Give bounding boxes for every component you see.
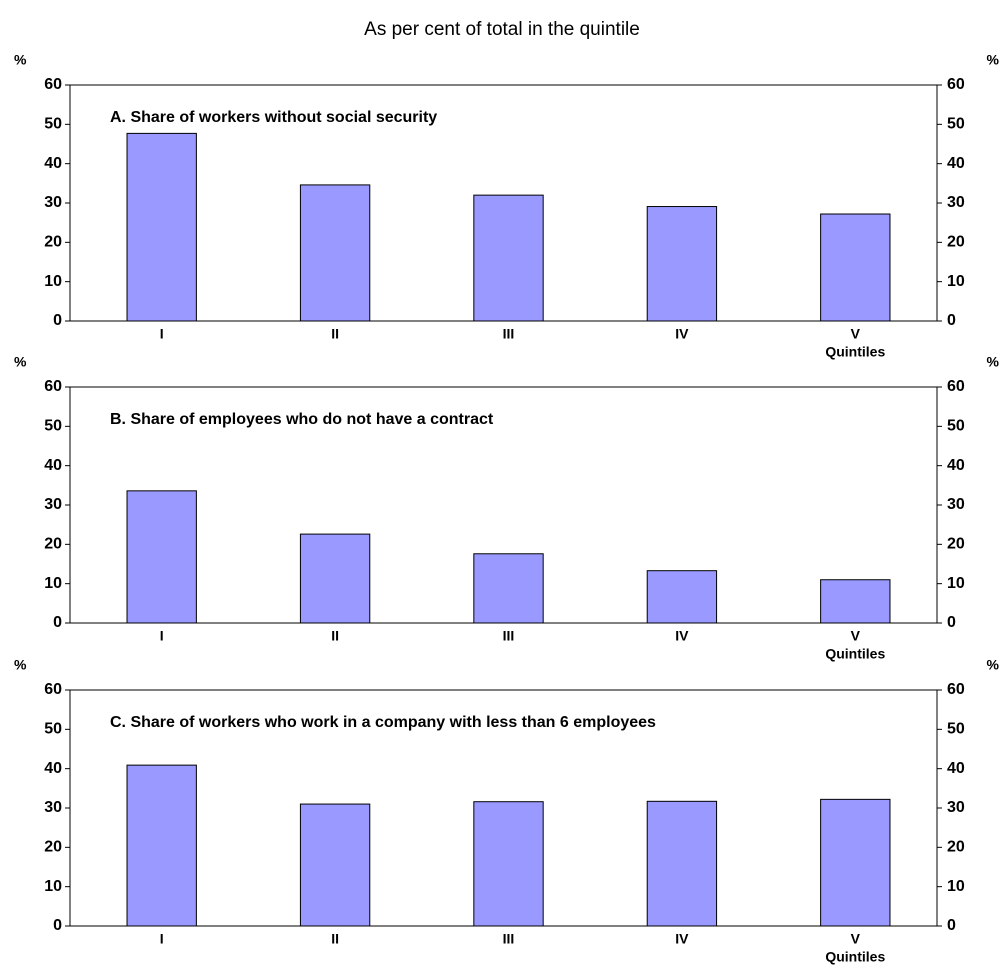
y2-tick-label: 30: [947, 496, 965, 513]
y-tick-label: 30: [44, 496, 62, 513]
y-tick-label: 50: [44, 116, 62, 133]
y-tick-label: 10: [44, 273, 62, 290]
y2-axis-unit: %: [987, 52, 1000, 68]
x-tick-label: IV: [675, 628, 689, 644]
x-tick-label: III: [503, 931, 515, 947]
x-tick-label: IV: [675, 326, 689, 342]
y-tick-label: 20: [44, 839, 62, 856]
y-tick-label: 40: [44, 457, 62, 474]
x-tick-label: II: [331, 326, 339, 342]
y2-tick-label: 0: [947, 614, 956, 631]
x-tick-label: IV: [675, 931, 689, 947]
bar: [299, 803, 371, 927]
y-axis-unit: %: [14, 354, 27, 370]
y-tick-label: 40: [44, 760, 62, 777]
y2-tick-label: 10: [947, 273, 965, 290]
y-tick-label: 30: [44, 799, 62, 816]
bar: [299, 184, 371, 322]
y2-tick-label: 10: [947, 878, 965, 895]
x-tick-label: III: [503, 628, 515, 644]
y-tick-label: 10: [44, 878, 62, 895]
bar: [473, 801, 544, 927]
y-tick-label: 20: [44, 536, 62, 553]
panel-title: A. Share of workers without social secur…: [110, 109, 437, 126]
y-tick-label: 0: [53, 614, 62, 631]
x-tick-label: V: [851, 628, 861, 644]
panel-title: B. Share of employees who do not have a …: [110, 411, 494, 428]
bar: [126, 764, 197, 927]
x-axis-label: Quintiles: [825, 949, 885, 965]
y2-tick-label: 40: [947, 760, 965, 777]
x-tick-label: II: [331, 931, 339, 947]
y2-tick-label: 60: [947, 378, 965, 395]
y2-axis-unit: %: [987, 657, 1000, 673]
x-axis-label: Quintiles: [825, 646, 885, 662]
y-axis-unit: %: [14, 657, 27, 673]
y-tick-label: 10: [44, 575, 62, 592]
y-tick-label: 60: [44, 76, 62, 93]
bar: [646, 206, 718, 322]
y-tick-label: 50: [44, 418, 62, 435]
bar: [473, 194, 544, 322]
chart-title: As per cent of total in the quintile: [364, 19, 640, 40]
bar: [299, 533, 371, 624]
x-tick-label: V: [851, 931, 861, 947]
y-tick-label: 50: [44, 721, 62, 738]
y2-tick-label: 0: [947, 917, 956, 934]
bar: [126, 490, 197, 624]
x-tick-label: II: [331, 628, 339, 644]
y2-tick-label: 40: [947, 155, 965, 172]
panel-title: C. Share of workers who work in a compan…: [110, 714, 656, 731]
y2-tick-label: 30: [947, 194, 965, 211]
y2-tick-label: 20: [947, 536, 965, 553]
x-tick-label: III: [503, 326, 515, 342]
y-tick-label: 0: [53, 917, 62, 934]
y2-tick-label: 20: [947, 839, 965, 856]
y-tick-label: 0: [53, 312, 62, 329]
y2-tick-label: 30: [947, 799, 965, 816]
y-tick-label: 60: [44, 378, 62, 395]
x-tick-label: I: [160, 628, 164, 644]
x-tick-label: V: [851, 326, 861, 342]
y-tick-label: 30: [44, 194, 62, 211]
x-axis-label: Quintiles: [825, 344, 885, 360]
x-tick-label: I: [160, 326, 164, 342]
y2-tick-label: 10: [947, 575, 965, 592]
y2-tick-label: 0: [947, 312, 956, 329]
y2-axis-unit: %: [987, 354, 1000, 370]
bar: [820, 579, 891, 624]
bar: [820, 798, 891, 927]
bar: [473, 553, 544, 624]
y-tick-label: 40: [44, 155, 62, 172]
y2-tick-label: 20: [947, 234, 965, 251]
x-tick-label: I: [160, 931, 164, 947]
y2-tick-label: 50: [947, 418, 965, 435]
y2-tick-label: 60: [947, 681, 965, 698]
y2-tick-label: 60: [947, 76, 965, 93]
y2-tick-label: 40: [947, 457, 965, 474]
y-tick-label: 20: [44, 234, 62, 251]
bar: [820, 213, 891, 322]
y-axis-unit: %: [14, 52, 27, 68]
bar: [646, 800, 718, 927]
y2-tick-label: 50: [947, 116, 965, 133]
bar: [126, 132, 197, 322]
y-tick-label: 60: [44, 681, 62, 698]
bar: [646, 570, 718, 624]
y2-tick-label: 50: [947, 721, 965, 738]
